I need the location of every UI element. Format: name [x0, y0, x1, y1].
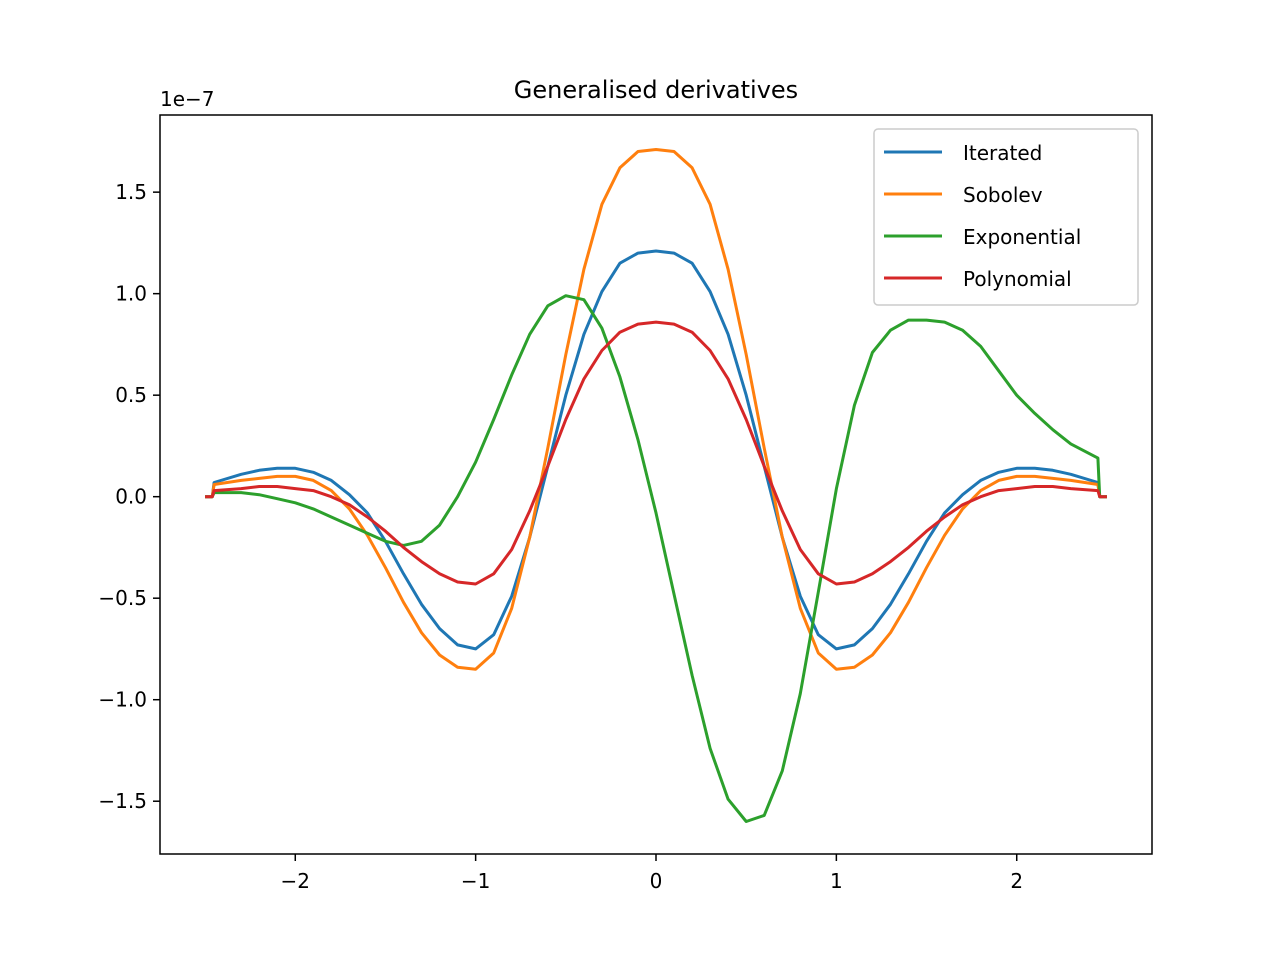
x-tick-label: 0 — [650, 869, 663, 893]
series-line-polynomial — [205, 320, 1107, 586]
y-tick-label: 1.0 — [115, 282, 147, 306]
x-tick-label: −2 — [281, 869, 310, 893]
legend-label: Iterated — [963, 141, 1042, 165]
legend-label: Exponential — [963, 225, 1081, 249]
chart-title: Generalised derivatives — [514, 76, 798, 104]
plot-frame — [159, 114, 1153, 855]
y-tick-label: −1.5 — [98, 789, 147, 813]
series-line-iterated — [205, 249, 1107, 651]
series-layer — [205, 148, 1107, 823]
y-tick-label: −1.0 — [98, 688, 147, 712]
x-tick-label: 1 — [830, 869, 843, 893]
y-tick-label: 0.5 — [115, 383, 147, 407]
x-tick-label: −1 — [461, 869, 490, 893]
legend-label: Polynomial — [963, 267, 1072, 291]
x-tick-label: 2 — [1010, 869, 1023, 893]
y-tick-label: 1.5 — [115, 180, 147, 204]
y-axis-offset-label: 1e−7 — [160, 87, 215, 111]
legend-label: Sobolev — [963, 183, 1043, 207]
legend-box — [873, 128, 1139, 306]
series-line-exponential — [205, 294, 1107, 823]
y-tick-label: 0.0 — [115, 485, 147, 509]
x-axis: −2 −1 0 1 2 — [281, 854, 1023, 893]
y-axis: −1.5 −1.0 −0.5 0.0 0.5 1.0 1.5 — [98, 180, 160, 813]
y-tick-label: −0.5 — [98, 586, 147, 610]
legend: Iterated Sobolev Exponential Polynomial — [873, 128, 1139, 306]
